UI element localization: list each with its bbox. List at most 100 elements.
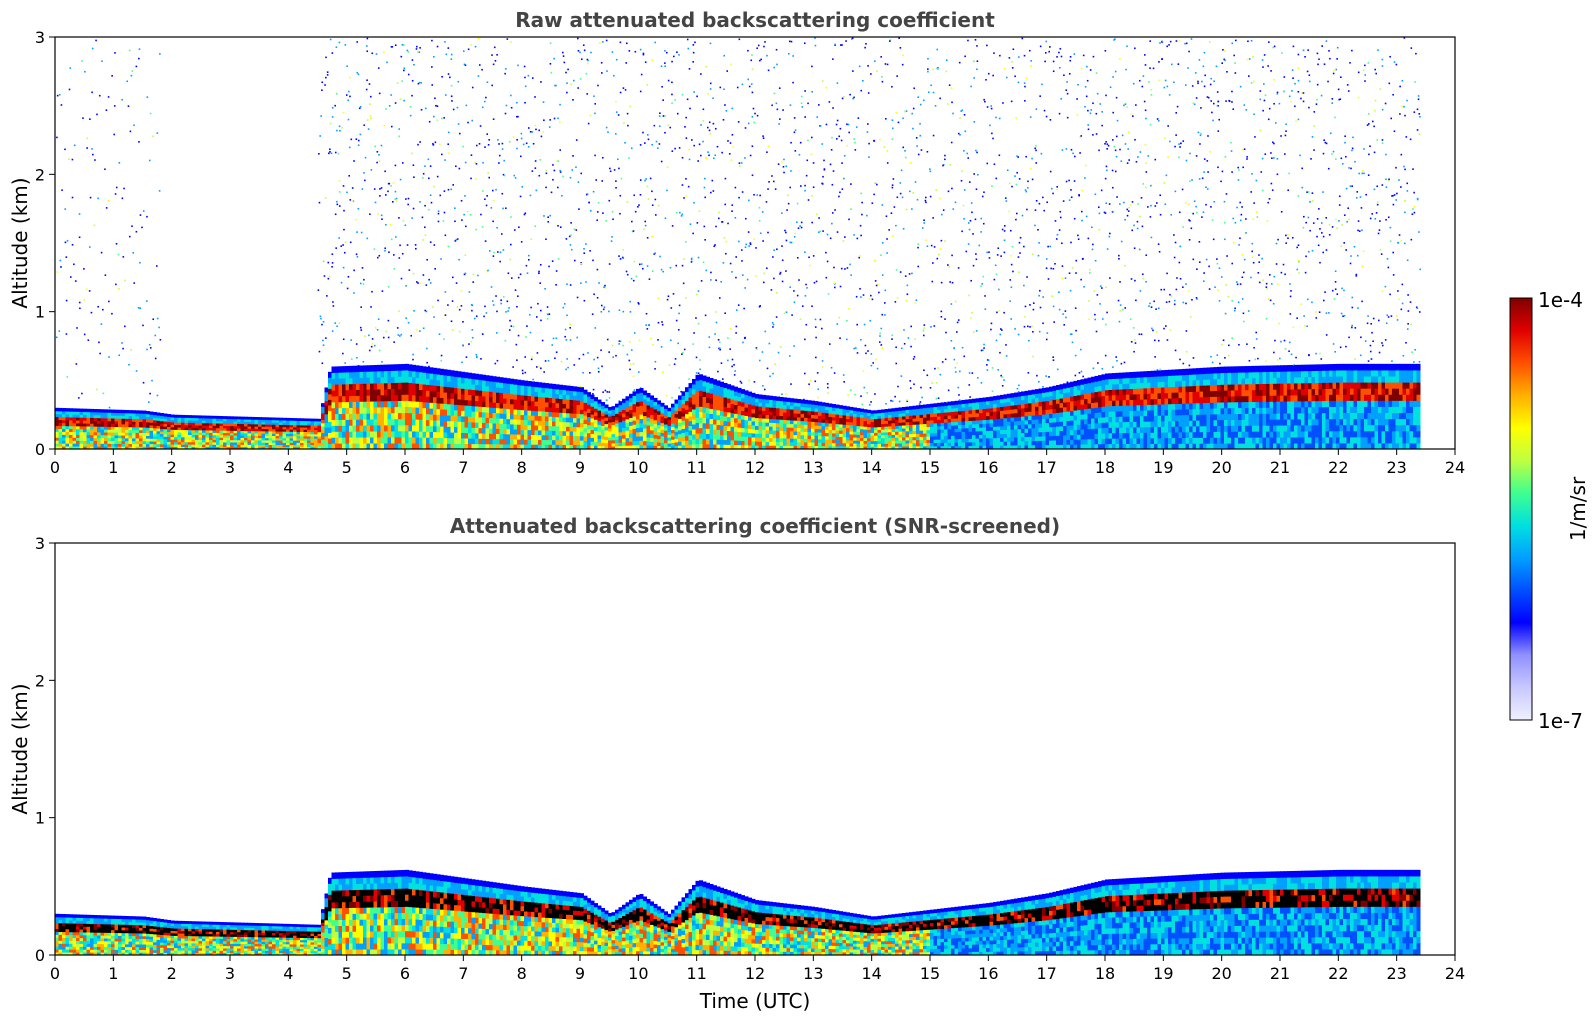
heatmap-cell — [660, 422, 665, 427]
heatmap-cell — [555, 402, 560, 408]
heatmap-cell — [370, 425, 374, 432]
heatmap-cell — [503, 443, 507, 449]
noise-cell — [747, 49, 749, 52]
heatmap-cell — [835, 429, 840, 434]
heatmap-cell — [475, 405, 479, 412]
heatmap-cell — [590, 441, 595, 446]
noise-cell — [804, 184, 806, 187]
heatmap-cell — [338, 443, 343, 449]
heatmap-cell — [482, 401, 486, 408]
heatmap-cell — [730, 408, 735, 414]
heatmap-cell — [615, 410, 619, 414]
heatmap-cell — [454, 398, 458, 405]
noise-cell — [758, 206, 761, 209]
heatmap-cell — [667, 425, 672, 429]
heatmap-cell — [797, 413, 801, 418]
heatmap-cell — [408, 382, 413, 390]
noise-cell — [362, 360, 365, 363]
heatmap-cell — [111, 443, 115, 447]
heatmap-cell — [506, 433, 511, 440]
heatmap-cell — [202, 427, 206, 431]
noise-cell — [598, 282, 600, 284]
heatmap-cell — [709, 408, 714, 414]
noise-cell — [377, 318, 380, 320]
noise-cell — [128, 49, 131, 52]
heatmap-cell — [261, 430, 266, 434]
heatmap-cell — [629, 441, 633, 446]
noise-cell — [683, 348, 686, 351]
heatmap-cell — [163, 426, 168, 430]
noise-cell — [108, 300, 110, 303]
heatmap-cell — [464, 383, 469, 390]
noise-cell — [571, 169, 574, 171]
heatmap-cell — [723, 415, 728, 422]
heatmap-cell — [412, 370, 416, 378]
heatmap-cell — [608, 427, 612, 432]
heatmap-cell — [107, 443, 112, 447]
noise-cell — [416, 281, 418, 283]
noise-cell — [833, 372, 836, 374]
heatmap-cell — [706, 397, 710, 404]
heatmap-cell — [699, 406, 703, 413]
noise-cell — [785, 393, 787, 395]
heatmap-cell — [496, 397, 500, 404]
noise-cell — [766, 54, 768, 57]
heatmap-cell — [597, 413, 602, 418]
noise-cell — [531, 170, 534, 172]
heatmap-cell — [398, 406, 402, 414]
heatmap-cell — [440, 380, 444, 387]
heatmap-cell — [408, 418, 413, 426]
noise-cell — [149, 112, 152, 115]
heatmap-cell — [475, 411, 479, 418]
heatmap-cell — [324, 444, 329, 449]
heatmap-cell — [720, 400, 724, 407]
heatmap-cell — [674, 399, 679, 404]
heatmap-cell — [352, 401, 357, 408]
noise-cell — [841, 97, 844, 100]
noise-cell — [796, 257, 799, 259]
noise-cell — [76, 327, 78, 329]
heatmap-cell — [545, 434, 549, 441]
heatmap-cell — [618, 418, 623, 423]
noise-cell — [717, 370, 719, 373]
heatmap-cell — [814, 435, 819, 440]
heatmap-cell — [615, 423, 619, 427]
heatmap-cell — [433, 414, 437, 421]
heatmap-cell — [118, 440, 122, 444]
heatmap-cell — [503, 398, 507, 404]
noise-cell — [724, 203, 727, 206]
heatmap-cell — [317, 418, 322, 422]
heatmap-cell — [744, 444, 749, 449]
noise-cell — [639, 193, 642, 196]
heatmap-cell — [804, 413, 808, 418]
noise-cell — [488, 139, 491, 141]
noise-cell — [758, 359, 761, 362]
noise-cell — [693, 332, 695, 334]
heatmap-cell — [363, 389, 367, 396]
heatmap-cell — [758, 441, 763, 446]
noise-cell — [546, 313, 549, 316]
heatmap-cell — [835, 439, 840, 444]
heatmap-cell — [93, 431, 98, 436]
heatmap-cell — [860, 408, 864, 413]
noise-cell — [502, 296, 505, 298]
noise-cell — [393, 267, 396, 270]
heatmap-cell — [713, 404, 717, 410]
heatmap-cell — [97, 411, 101, 416]
heatmap-cell — [268, 437, 273, 441]
heatmap-cell — [622, 402, 626, 407]
noise-cell — [431, 39, 433, 42]
heatmap-cell — [629, 437, 633, 442]
heatmap-cell — [107, 432, 112, 436]
noise-cell — [569, 323, 572, 326]
heatmap-cell — [797, 399, 801, 404]
heatmap-cell — [90, 440, 94, 444]
noise-cell — [335, 46, 338, 48]
heatmap-cell — [433, 443, 437, 449]
heatmap-cell — [139, 432, 143, 436]
heatmap-cell — [555, 425, 560, 432]
heatmap-cell — [93, 411, 98, 416]
heatmap-cell — [237, 444, 241, 448]
heatmap-cell — [695, 406, 700, 413]
noise-cell — [854, 347, 857, 349]
